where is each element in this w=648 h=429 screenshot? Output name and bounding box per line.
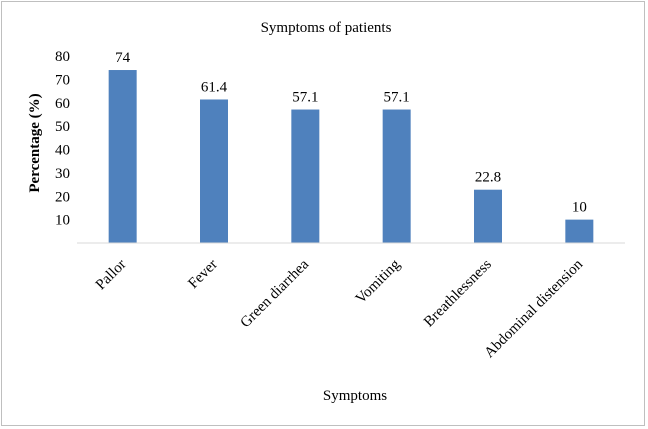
bar bbox=[291, 109, 320, 243]
y-axis-label: Percentage (%) bbox=[27, 93, 43, 192]
x-tick-label: Breathlessness bbox=[421, 256, 495, 330]
y-tick-label: 40 bbox=[55, 143, 70, 159]
y-tick-label: 30 bbox=[55, 166, 70, 182]
x-tick-label: Abdominal distension bbox=[481, 256, 586, 361]
bars bbox=[108, 70, 594, 244]
data-label: 57.1 bbox=[384, 90, 410, 106]
x-axis-label: Symptoms bbox=[323, 388, 387, 404]
x-tick-label: Fever bbox=[185, 257, 220, 292]
data-label: 57.1 bbox=[292, 90, 318, 106]
bar bbox=[108, 70, 137, 244]
x-axis-ticks: Pallor Fever Green diarrhea Vomiting Breathl… bbox=[93, 256, 587, 361]
bar bbox=[474, 189, 502, 243]
x-tick-label: Vomiting bbox=[353, 256, 404, 307]
data-label: 10 bbox=[572, 200, 587, 216]
bar bbox=[200, 99, 228, 243]
bar bbox=[565, 219, 594, 243]
data-label: 74 bbox=[115, 50, 131, 66]
bar bbox=[382, 109, 411, 243]
x-tick-label: Pallor bbox=[93, 257, 130, 294]
y-tick-label: 10 bbox=[55, 213, 70, 229]
y-axis-ticks: 80 70 60 50 40 30 20 10 bbox=[55, 49, 70, 229]
chart-title: Symptoms of patients bbox=[261, 20, 392, 36]
data-labels: 74 61.4 57.1 57.1 22.8 10 bbox=[115, 50, 587, 216]
data-label: 22.8 bbox=[475, 170, 501, 186]
y-tick-label: 50 bbox=[55, 119, 70, 135]
y-tick-label: 20 bbox=[55, 189, 70, 205]
x-tick-label: Green diarrhea bbox=[238, 256, 313, 331]
y-tick-label: 60 bbox=[55, 96, 70, 112]
y-tick-label: 70 bbox=[55, 72, 70, 88]
y-tick-label: 80 bbox=[55, 49, 70, 65]
data-label: 61.4 bbox=[201, 79, 228, 95]
